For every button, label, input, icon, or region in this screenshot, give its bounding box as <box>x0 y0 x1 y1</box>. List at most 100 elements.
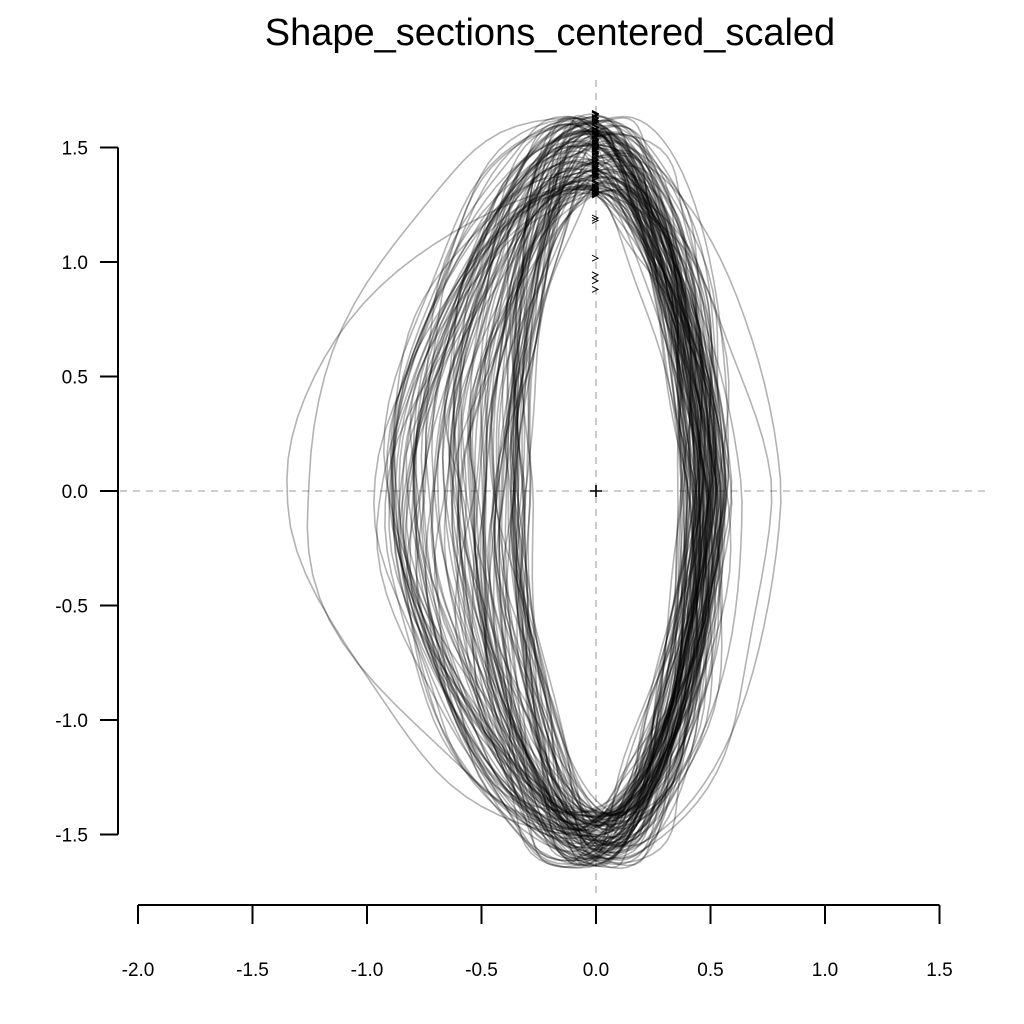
y-axis: 1.5 1.0 0.5 0.0 -0.5 -1.0 -1.5 <box>55 139 119 847</box>
section-outline <box>422 139 697 860</box>
section-outline <box>405 133 730 814</box>
section-outline <box>388 175 725 847</box>
y-tick-label: -0.5 <box>55 597 88 618</box>
section-outline <box>454 170 694 869</box>
section-outline <box>479 140 710 815</box>
section-outline <box>521 124 692 862</box>
section-outline <box>402 124 707 831</box>
section-outline <box>506 143 782 854</box>
section-outline <box>516 115 698 814</box>
section-outline <box>487 168 718 822</box>
start-point-arrow <box>591 127 600 135</box>
section-outline <box>495 128 703 840</box>
section-outline <box>482 180 684 846</box>
section-outline <box>375 175 711 825</box>
section-outline <box>500 132 726 867</box>
start-point-arrow <box>591 160 600 167</box>
y-tick-label: 1.5 <box>62 139 88 160</box>
section-outline <box>382 121 724 817</box>
section-outline <box>468 185 716 847</box>
x-axis: -2.0 -1.5 -1.0 -0.5 0.0 0.5 1.0 1.5 <box>122 904 953 981</box>
section-outline <box>490 152 713 864</box>
section-outline <box>475 144 698 815</box>
section-outline <box>412 130 724 845</box>
section-outline <box>504 149 692 830</box>
x-tick-label: 1.0 <box>812 960 838 981</box>
section-outline <box>480 187 701 827</box>
section-outline <box>399 145 723 845</box>
start-point-arrow <box>591 135 600 143</box>
section-outline <box>430 129 717 869</box>
section-outline <box>413 161 709 828</box>
start-point-arrow <box>591 166 600 174</box>
section-outline <box>490 120 714 862</box>
section-outline <box>452 162 698 829</box>
section-outline <box>392 116 696 845</box>
section-outline <box>514 182 728 831</box>
section-outline <box>392 186 717 851</box>
section-outline <box>412 188 773 860</box>
section-outline <box>441 179 700 857</box>
section-outline <box>450 151 713 846</box>
section-outline <box>436 115 723 832</box>
section-outline <box>479 115 711 865</box>
section-outline <box>515 133 687 818</box>
start-point-arrow <box>591 140 600 148</box>
section-outline <box>474 156 706 856</box>
start-point-arrow <box>591 285 600 293</box>
start-point-arrow <box>591 254 600 262</box>
section-outline <box>392 117 724 828</box>
section-outline <box>490 121 702 824</box>
start-point-arrow <box>591 152 600 160</box>
section-outline <box>514 116 700 819</box>
section-outline <box>390 177 692 833</box>
section-outline <box>498 131 713 860</box>
section-outline <box>409 119 713 817</box>
section-outline <box>373 141 730 831</box>
section-outline <box>452 123 695 870</box>
section-outline <box>443 192 724 864</box>
section-outline <box>471 191 702 842</box>
section-outline <box>527 186 689 832</box>
section-outline <box>450 160 707 832</box>
section-outline <box>509 142 699 835</box>
section-outline <box>452 161 698 866</box>
y-tick-label: 0.0 <box>62 482 88 503</box>
section-outline <box>521 187 720 854</box>
section-outline <box>466 125 727 814</box>
section-outline <box>511 169 715 847</box>
section-outline <box>386 122 721 850</box>
section-outline <box>431 124 706 839</box>
start-point-arrow <box>591 277 600 285</box>
section-outline <box>409 168 705 869</box>
center-marker <box>590 485 602 497</box>
section-outline <box>441 122 689 834</box>
section-outline <box>504 131 692 858</box>
section-outline <box>405 176 705 845</box>
section-outline <box>483 117 702 860</box>
section-outline <box>513 161 685 868</box>
section-outline <box>456 119 688 813</box>
section-outline <box>431 169 717 836</box>
section-outline <box>457 123 702 848</box>
start-point-arrow <box>591 115 600 123</box>
start-point-arrow <box>591 124 600 132</box>
section-outline <box>391 144 701 867</box>
section-outline <box>286 184 704 838</box>
section-outline <box>398 188 719 862</box>
start-point-arrow <box>591 117 600 125</box>
section-outline <box>443 174 727 815</box>
section-outline <box>521 135 705 867</box>
x-tick-label: 0.5 <box>697 960 723 981</box>
section-outline <box>492 142 703 831</box>
section-outline <box>404 115 702 823</box>
section-outline <box>393 129 696 838</box>
start-point-arrow <box>591 217 600 224</box>
start-point-arrow <box>591 180 600 188</box>
start-point-arrow <box>591 145 600 153</box>
section-outline <box>424 182 710 819</box>
section-outline <box>509 189 733 823</box>
section-outline <box>482 180 698 866</box>
section-outline <box>515 133 714 824</box>
